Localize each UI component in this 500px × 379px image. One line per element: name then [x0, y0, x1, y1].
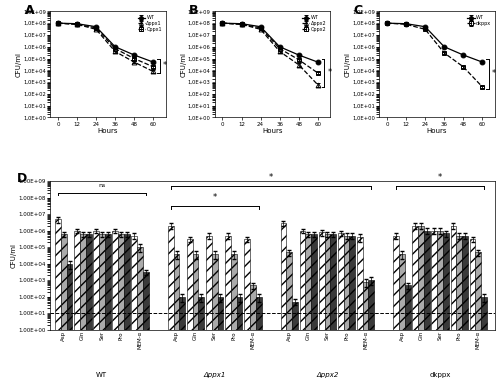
Bar: [118, 234, 124, 379]
Y-axis label: CFU/ml: CFU/ml: [11, 243, 17, 268]
Bar: [93, 231, 99, 379]
Bar: [338, 233, 344, 379]
Text: D: D: [16, 172, 27, 185]
Bar: [405, 285, 411, 379]
Text: A: A: [24, 4, 34, 17]
Bar: [212, 254, 218, 379]
Bar: [244, 239, 250, 379]
Bar: [99, 234, 104, 379]
Bar: [482, 297, 487, 379]
Bar: [180, 297, 186, 379]
Bar: [230, 254, 236, 379]
Bar: [187, 239, 192, 379]
Bar: [143, 273, 148, 379]
Bar: [318, 232, 324, 379]
Text: *: *: [328, 68, 332, 77]
Bar: [80, 234, 86, 379]
Bar: [66, 264, 72, 379]
Bar: [350, 236, 356, 379]
Bar: [137, 247, 143, 379]
Bar: [443, 233, 449, 379]
Bar: [368, 280, 374, 379]
Text: *: *: [269, 173, 273, 182]
Y-axis label: CFU/ml: CFU/ml: [16, 52, 22, 77]
Legend: WT, Δppx2, Cppx2: WT, Δppx2, Cppx2: [300, 14, 328, 33]
Bar: [174, 254, 180, 379]
Text: *: *: [162, 61, 167, 70]
Bar: [198, 297, 204, 379]
Bar: [462, 236, 468, 379]
Bar: [292, 302, 298, 379]
Bar: [74, 231, 80, 379]
Bar: [418, 226, 424, 379]
Bar: [124, 234, 130, 379]
Bar: [344, 236, 349, 379]
Bar: [225, 236, 230, 379]
Bar: [312, 234, 317, 379]
Bar: [280, 223, 286, 379]
Bar: [286, 252, 292, 379]
Bar: [306, 234, 312, 379]
Bar: [112, 231, 118, 379]
Bar: [400, 254, 405, 379]
Legend: WT, dkppx: WT, dkppx: [466, 14, 492, 27]
Text: Δppx1: Δppx1: [204, 372, 226, 378]
Y-axis label: CFU/ml: CFU/ml: [180, 52, 186, 77]
Bar: [394, 236, 400, 379]
Bar: [450, 226, 456, 379]
Bar: [256, 297, 262, 379]
Text: WT: WT: [96, 372, 108, 378]
Bar: [476, 252, 482, 379]
Text: C: C: [354, 4, 362, 17]
X-axis label: Hours: Hours: [98, 128, 118, 134]
Bar: [60, 234, 66, 379]
Y-axis label: CFU/ml: CFU/ml: [344, 52, 350, 77]
Text: *: *: [438, 173, 442, 182]
Bar: [357, 237, 362, 379]
Bar: [470, 239, 476, 379]
Text: B: B: [189, 4, 198, 17]
Bar: [192, 254, 198, 379]
Bar: [104, 234, 110, 379]
Bar: [131, 236, 137, 379]
Bar: [362, 282, 368, 379]
Bar: [412, 226, 418, 379]
Text: dkppx: dkppx: [430, 372, 451, 378]
Bar: [432, 231, 438, 379]
Bar: [55, 219, 60, 379]
Text: Δppx2: Δppx2: [316, 372, 338, 378]
Bar: [250, 285, 256, 379]
X-axis label: Hours: Hours: [262, 128, 283, 134]
Bar: [456, 236, 462, 379]
Legend: WT, Δppx1, Cppx1: WT, Δppx1, Cppx1: [136, 14, 164, 33]
X-axis label: Hours: Hours: [427, 128, 448, 134]
Text: *: *: [492, 69, 496, 78]
Bar: [324, 234, 330, 379]
Bar: [206, 236, 212, 379]
Bar: [236, 297, 242, 379]
Bar: [218, 297, 224, 379]
Bar: [168, 226, 173, 379]
Bar: [424, 231, 430, 379]
Bar: [300, 231, 306, 379]
Bar: [330, 234, 336, 379]
Bar: [86, 234, 91, 379]
Bar: [438, 231, 443, 379]
Text: ns: ns: [98, 183, 106, 188]
Text: *: *: [212, 193, 216, 202]
